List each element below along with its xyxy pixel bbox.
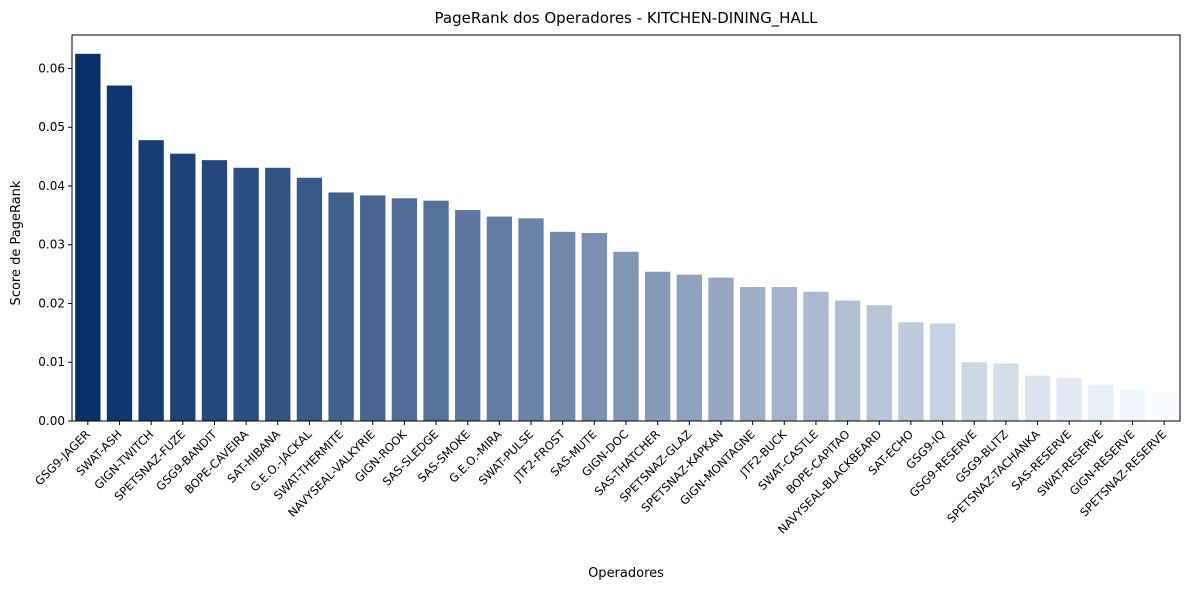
y-tick-label: 0.00 [38, 414, 65, 428]
bar-gsg9-jager [75, 53, 101, 422]
bar-gign-doc [613, 251, 639, 421]
bar-gign-montagne [739, 287, 766, 421]
bar-swat-reserve [1088, 384, 1114, 421]
x-axis: GSG9-JAGERSWAT-ASHGIGN-TWITCHSPETSNAZ-FU… [32, 421, 1169, 537]
y-tick-label: 0.02 [38, 296, 65, 310]
bar-sat-hibana [265, 167, 291, 421]
bar-sas-sledge [423, 200, 449, 421]
bar-spetsnaz-tachanka [1024, 375, 1051, 421]
bar-spetsnaz-kapkan [708, 277, 734, 421]
chart-title: PageRank dos Operadores - KITCHEN-DINING… [435, 9, 819, 28]
bar-gsg9-iq [929, 323, 956, 421]
bar-gsg9-bandit [201, 160, 228, 422]
y-tick-label: 0.01 [38, 355, 65, 369]
bar-gign-rook [391, 198, 418, 421]
y-tick-label: 0.03 [38, 238, 65, 252]
bar-swat-ash [106, 85, 133, 421]
bar-sas-thatcher [644, 271, 671, 421]
bar-gsg9-blitz [993, 363, 1019, 421]
bar-g-e-o-jackal [296, 177, 323, 421]
bar-navyseal-valkyrie [360, 195, 386, 421]
bar-spetsnaz-glaz [676, 274, 702, 421]
y-tick-label: 0.06 [38, 61, 65, 75]
bar-g-e-o-mira [486, 216, 513, 421]
bar-sas-reserve [1056, 378, 1082, 421]
y-axis: 0.00 0.01 0.02 0.03 0.04 0.05 0.06 [38, 61, 72, 428]
plot-frame [71, 34, 1181, 422]
bar-sas-mute [581, 232, 608, 421]
bar-swat-thermite [328, 192, 354, 421]
bar-swat-pulse [518, 218, 544, 421]
bar-navyseal-blackbeard [866, 305, 892, 421]
y-tick-label: 0.04 [38, 179, 65, 193]
bar-gign-twitch [138, 140, 164, 422]
bar-gign-reserve [1119, 389, 1146, 421]
y-tick-label: 0.05 [38, 120, 65, 134]
x-axis-label: Operadores [588, 566, 664, 581]
y-axis-label: Score de PageRank [9, 180, 24, 305]
bar-spetsnaz-reserve [1151, 391, 1177, 421]
bar-swat-castle [803, 291, 829, 421]
bar-jtf2-frost [550, 231, 576, 421]
bar-gsg9-reserve [961, 362, 987, 421]
bar-jtf2-buck [771, 287, 797, 421]
bar-sas-smoke [455, 210, 481, 421]
bar-spetsnaz-fuze [170, 153, 196, 422]
bar-bope-capitao [834, 300, 861, 421]
bar-bope-caveira [233, 167, 259, 421]
bars-layer [75, 53, 1177, 422]
bar-sat-echo [898, 322, 924, 421]
